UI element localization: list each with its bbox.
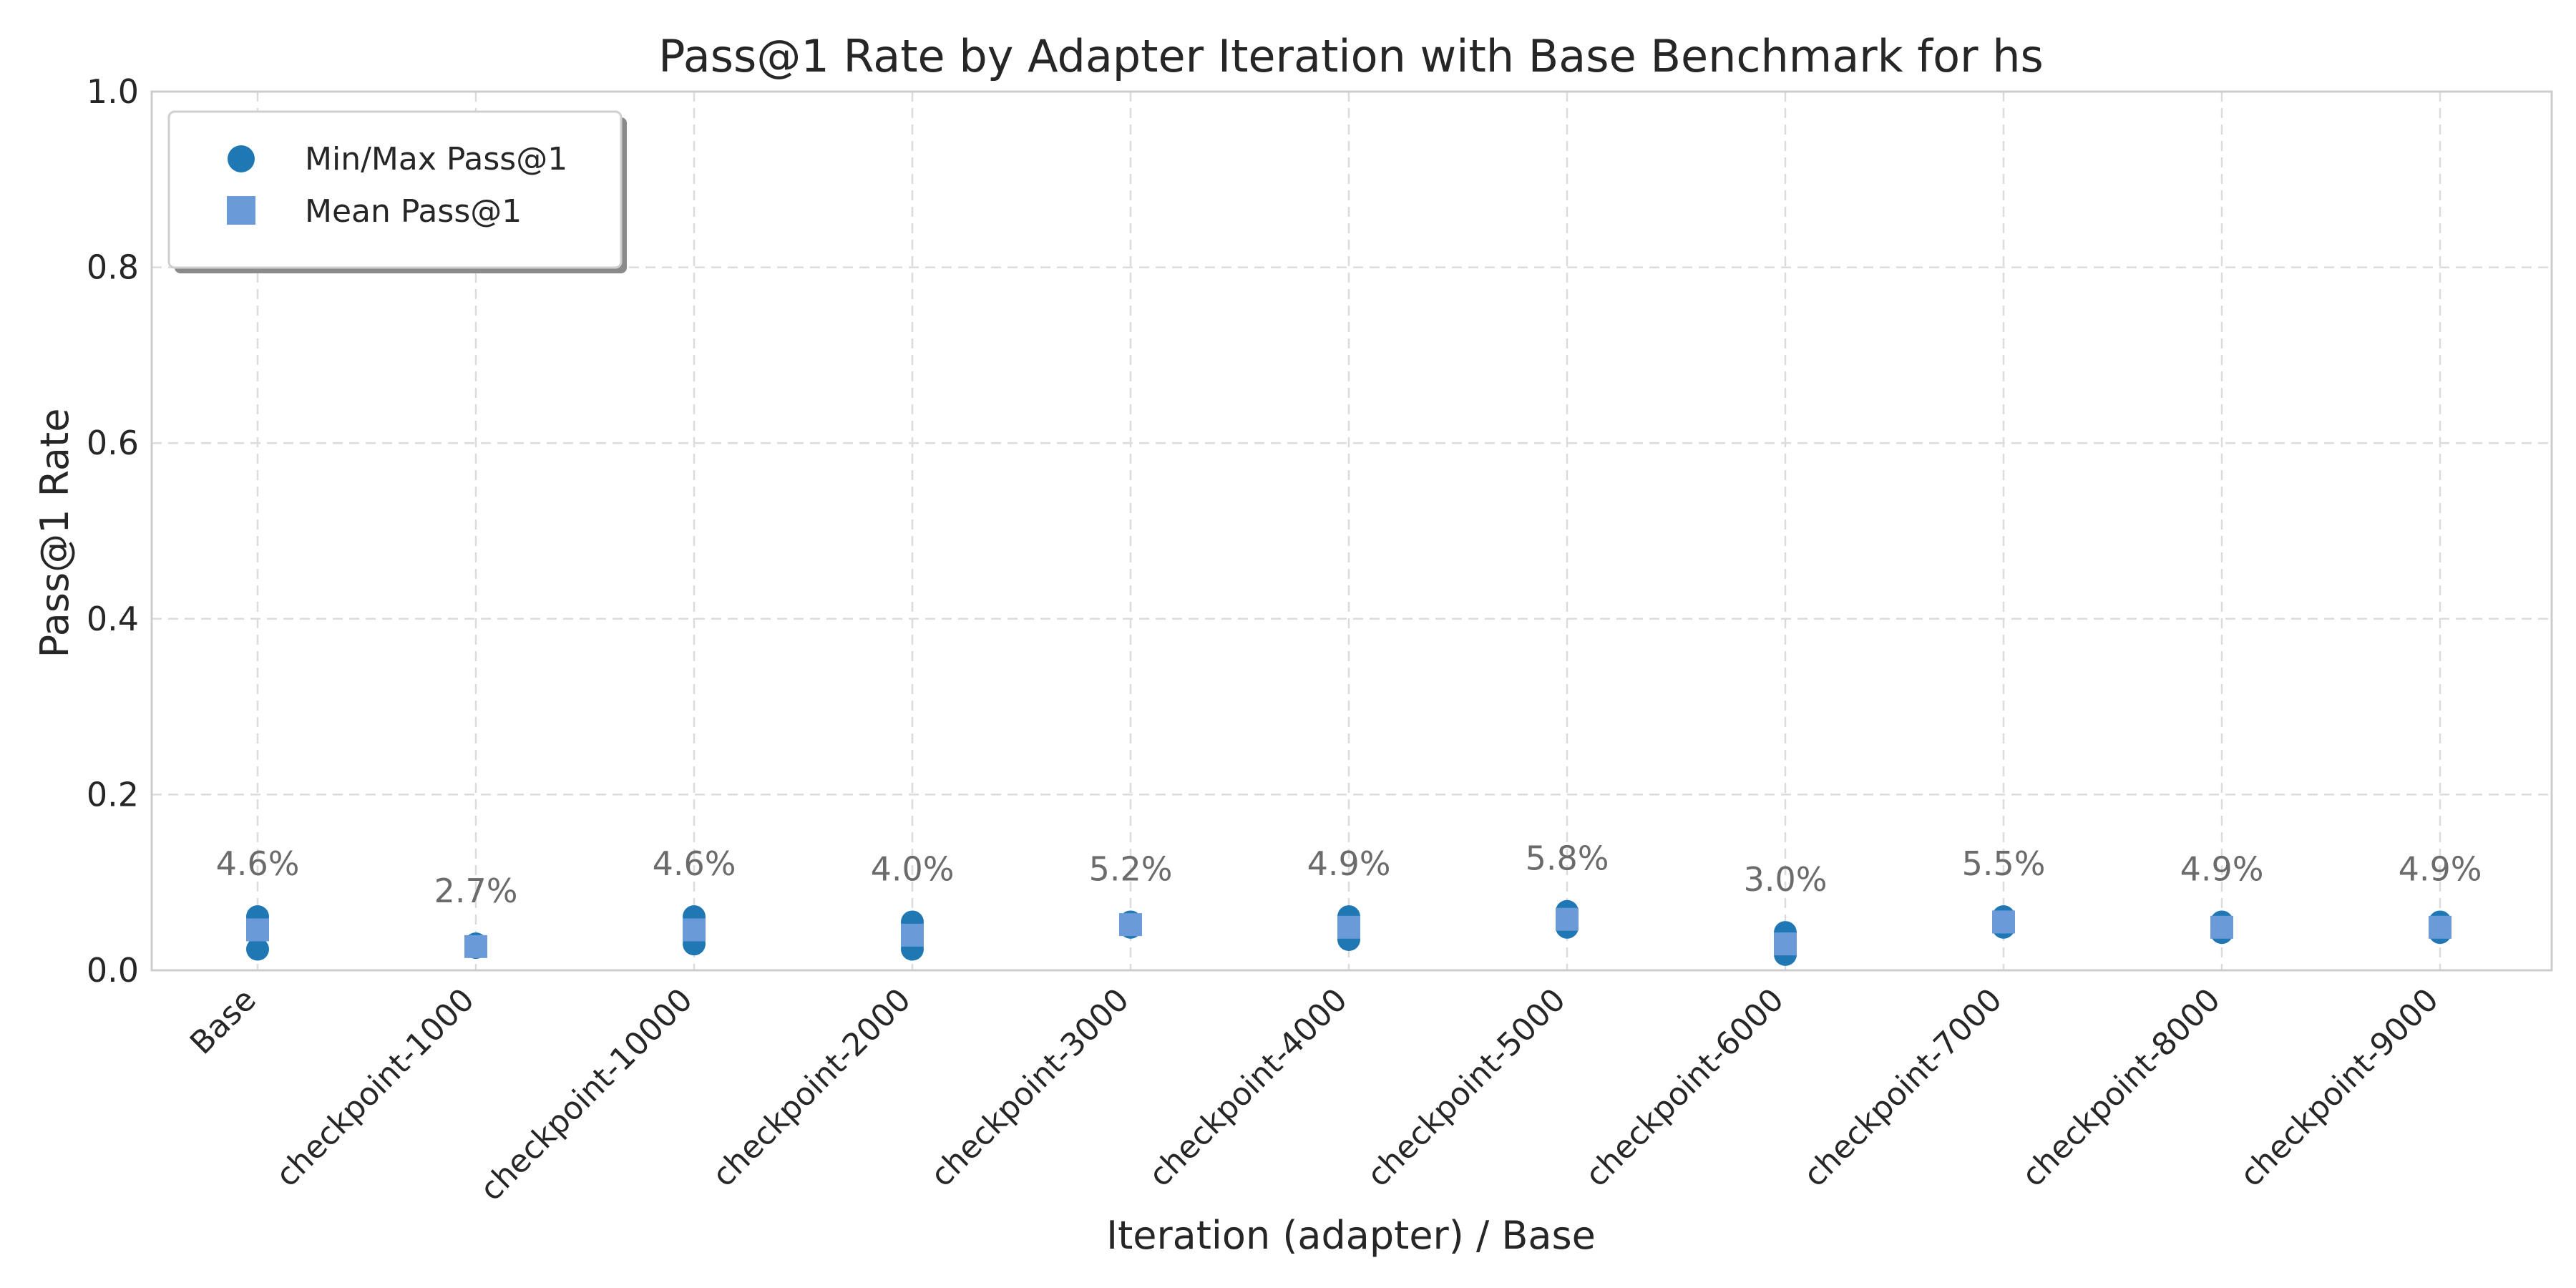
x-tick-label: checkpoint-2000	[706, 982, 918, 1194]
mean-point	[1774, 932, 1797, 956]
y-axis-ticks: 0.0 0.2 0.4 0.6 0.8 1.0	[87, 72, 139, 990]
data-marks	[246, 899, 2451, 966]
y-tick-label: 0.8	[87, 248, 139, 287]
mean-point	[464, 935, 487, 958]
data-label: 3.0%	[1744, 860, 1828, 899]
y-tick-label: 0.4	[87, 600, 139, 638]
mean-point	[2429, 915, 2451, 939]
legend-circle-marker	[228, 145, 255, 172]
x-tick-label: checkpoint-5000	[1360, 982, 1573, 1194]
mean-point	[2210, 915, 2233, 939]
data-label: 5.2%	[1089, 849, 1173, 888]
data-label: 4.9%	[1307, 844, 1391, 883]
legend-square-marker	[227, 196, 255, 225]
x-tick-label: checkpoint-9000	[2233, 982, 2446, 1194]
legend-box	[167, 110, 623, 269]
x-tick-label: checkpoint-10000	[473, 982, 700, 1209]
x-tick-label: checkpoint-3000	[924, 982, 1136, 1194]
y-tick-label: 1.0	[87, 72, 139, 111]
chart-title: Pass@1 Rate by Adapter Iteration with Ba…	[658, 30, 2044, 82]
x-tick-label: checkpoint-1000	[269, 982, 482, 1194]
x-tick-label: checkpoint-8000	[2015, 982, 2228, 1194]
data-label: 5.8%	[1526, 839, 1609, 878]
mean-point	[246, 918, 269, 942]
mean-point	[1337, 915, 1360, 939]
legend: Min/Max Pass@1 Mean Pass@1	[167, 110, 627, 273]
mean-point	[1556, 907, 1579, 931]
data-label: 4.0%	[871, 849, 955, 888]
min-point	[246, 937, 269, 961]
data-labels: 4.6% 2.7% 4.6% 4.0% 5.2% 4.9% 5.8% 3.0% 5.5% 4.9%…	[216, 839, 2482, 910]
y-tick-label: 0.2	[87, 775, 139, 814]
mean-point	[1992, 910, 2015, 934]
y-tick-label: 0.0	[87, 951, 139, 990]
x-tick-label: Base	[183, 982, 263, 1062]
legend-label-minmax: Min/Max Pass@1	[305, 141, 567, 177]
data-label: 4.9%	[2180, 849, 2264, 888]
legend-label-mean: Mean Pass@1	[305, 193, 522, 230]
x-tick-label: checkpoint-7000	[1797, 982, 2009, 1194]
x-tick-label: checkpoint-6000	[1579, 982, 1791, 1194]
data-label: 4.9%	[2399, 849, 2482, 888]
grid	[152, 90, 2552, 972]
mean-point	[683, 918, 706, 942]
x-tick-label: checkpoint-4000	[1142, 982, 1355, 1194]
data-label: 4.6%	[653, 844, 736, 883]
mean-point	[901, 923, 924, 947]
data-label: 4.6%	[216, 844, 300, 883]
y-tick-label: 0.6	[87, 424, 139, 462]
mean-point	[1119, 913, 1142, 937]
x-axis-label: Iteration (adapter) / Base	[1106, 1213, 1596, 1258]
y-axis-label: Pass@1 Rate	[32, 409, 77, 658]
plot-frame	[150, 90, 2553, 972]
data-label: 5.5%	[1962, 844, 2046, 883]
data-label: 2.7%	[434, 872, 518, 910]
